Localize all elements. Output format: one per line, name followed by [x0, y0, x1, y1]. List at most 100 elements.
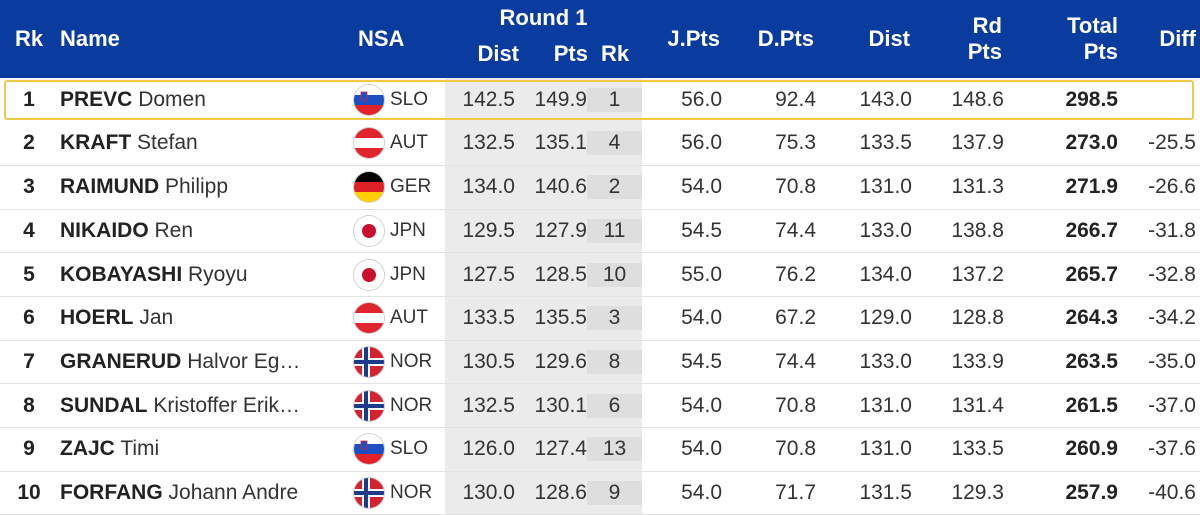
header-round-points[interactable]: Rd Pts: [920, 0, 1012, 78]
athlete-last-name: GRANERUD: [60, 349, 182, 373]
nsa-code: SLO: [390, 438, 429, 460]
round1-dist: 134.0: [462, 175, 515, 199]
athlete-name-cell[interactable]: ZAJC Timi: [58, 427, 354, 472]
header-distance[interactable]: Dist: [824, 0, 920, 78]
athlete-first-name: Domen: [138, 87, 206, 111]
athlete-name-cell[interactable]: FORFANG Johann Andre: [58, 471, 354, 515]
athlete-name-cell[interactable]: PREVC Domen: [58, 78, 354, 122]
table-row-1[interactable]: 1 PREVC Domen SLO 142.5 149.9 1 56.0 92.…: [0, 78, 1200, 122]
table-row-2[interactable]: 2 KRAFT Stefan AUT 132.5 135.1 4 56.0 75…: [0, 121, 1200, 166]
distance-points-cell: 75.3: [730, 121, 824, 166]
round1-cell: 132.5 135.1 4: [445, 121, 642, 166]
round1-dist: 127.5: [462, 262, 515, 286]
rank-cell: 4: [0, 209, 58, 254]
athlete-name-cell[interactable]: HOERL Jan: [58, 296, 354, 341]
round1-pts: 128.5: [534, 262, 587, 286]
slovenia-flag-icon: [354, 84, 384, 115]
table-row-8[interactable]: 8 SUNDAL Kristoffer Erik… NOR 132.5 130.…: [0, 383, 1200, 428]
athlete-name-cell[interactable]: KOBAYASHI Ryoyu: [58, 252, 354, 297]
header-total-line2: Pts: [1083, 39, 1118, 64]
header-nsa[interactable]: NSA: [354, 0, 445, 78]
total-points-cell: 260.9: [1012, 427, 1132, 472]
athlete-name-cell[interactable]: SUNDAL Kristoffer Erik…: [58, 383, 354, 428]
judge-points-cell: 54.5: [642, 340, 730, 385]
header-diff[interactable]: Diff: [1132, 0, 1200, 78]
judge-points-cell: 54.0: [642, 165, 730, 210]
round1-dist: 129.5: [462, 218, 515, 242]
rank-cell: 1: [23, 87, 35, 111]
round1-cell: 134.0 140.6 2: [445, 165, 642, 210]
distance-cell: 133.0: [824, 209, 920, 254]
distance-points-cell: 70.8: [730, 427, 824, 472]
nsa-code: AUT: [390, 307, 428, 329]
athlete-last-name: KOBAYASHI: [60, 262, 183, 286]
athlete-last-name: HOERL: [60, 306, 134, 330]
header-round-dist[interactable]: Dist: [477, 41, 519, 66]
nsa-cell: NOR: [354, 340, 445, 385]
header-round-points-line2: Pts: [967, 39, 1002, 64]
table-row-5[interactable]: 5 KOBAYASHI Ryoyu JPN 127.5 128.5 10 55.…: [0, 252, 1200, 297]
round1-cell: 132.5 130.1 6: [445, 383, 642, 428]
nsa-cell: SLO: [354, 427, 445, 472]
round1-pts: 127.9: [534, 218, 587, 242]
judge-points-cell: 56.0: [681, 87, 722, 111]
round1-cell: 133.5 135.5 3: [445, 296, 642, 341]
round-points-cell: 131.3: [920, 165, 1012, 210]
header-total-points[interactable]: Total Pts: [1012, 0, 1132, 78]
athlete-first-name: Ren: [154, 218, 194, 242]
round1-pts: 135.1: [534, 131, 587, 155]
athlete-last-name: PREVC: [60, 87, 133, 111]
nsa-cell: JPN: [354, 209, 445, 254]
athlete-first-name: Halvor Eg…: [187, 349, 301, 373]
header-judge-points[interactable]: J.Pts: [642, 0, 730, 78]
total-points-cell: 263.5: [1012, 340, 1132, 385]
diff-cell: -26.6: [1132, 165, 1200, 210]
table-row-7[interactable]: 7 GRANERUD Halvor Eg… NOR 130.5 129.6 8 …: [0, 340, 1200, 385]
table-row-4[interactable]: 4 NIKAIDO Ren JPN 129.5 127.9 11 54.5 74…: [0, 209, 1200, 254]
distance-points-cell: 67.2: [730, 296, 824, 341]
rank-cell: 9: [0, 427, 58, 472]
table-row-9[interactable]: 9 ZAJC Timi SLO 126.0 127.4 13 54.0 70.8…: [0, 427, 1200, 472]
round1-pts: 130.1: [534, 393, 587, 417]
diff-cell: -37.6: [1132, 427, 1200, 472]
round1-pts: 135.5: [534, 306, 587, 330]
table-row-10[interactable]: 10 FORFANG Johann Andre NOR 130.0 128.6 …: [0, 471, 1200, 515]
athlete-first-name: Timi: [120, 437, 160, 461]
judge-points-cell: 54.0: [642, 296, 730, 341]
round-points-cell: 129.3: [920, 471, 1012, 515]
table-row-6[interactable]: 6 HOERL Jan AUT 133.5 135.5 3 54.0 67.2 …: [0, 296, 1200, 341]
round1-rank: 13: [587, 437, 642, 462]
header-name[interactable]: Name: [58, 0, 354, 78]
table-row-3[interactable]: 3 RAIMUND Philipp GER 134.0 140.6 2 54.0…: [0, 165, 1200, 210]
round-points-cell: 133.9: [920, 340, 1012, 385]
athlete-name-cell[interactable]: NIKAIDO Ren: [58, 209, 354, 254]
round-points-cell: 148.6: [951, 87, 1004, 111]
nsa-cell: GER: [354, 165, 445, 210]
round-points-cell: 138.8: [920, 209, 1012, 254]
diff-cell: -34.2: [1132, 296, 1200, 341]
nsa-code: JPN: [390, 219, 426, 241]
judge-points-cell: 56.0: [642, 121, 730, 166]
rank-cell: 8: [0, 383, 58, 428]
athlete-name-cell[interactable]: KRAFT Stefan: [58, 121, 354, 166]
header-distance-points[interactable]: D.Pts: [730, 0, 824, 78]
round1-dist: 142.5: [462, 87, 515, 111]
distance-cell: 143.0: [859, 87, 912, 111]
athlete-name-cell[interactable]: RAIMUND Philipp: [58, 165, 354, 210]
header-rank[interactable]: Rk: [0, 0, 58, 78]
total-points-cell: 265.7: [1012, 252, 1132, 297]
round1-rank: 3: [587, 306, 642, 331]
nsa-cell: AUT: [354, 296, 445, 341]
round-points-cell: 133.5: [920, 427, 1012, 472]
nsa-cell: AUT: [354, 121, 445, 166]
distance-points-cell: 76.2: [730, 252, 824, 297]
round-points-cell: 128.8: [920, 296, 1012, 341]
round1-dist: 130.5: [462, 349, 515, 373]
athlete-first-name: Jan: [139, 306, 174, 330]
distance-points-cell: 74.4: [730, 340, 824, 385]
athlete-name-cell[interactable]: GRANERUD Halvor Eg…: [58, 340, 354, 385]
header-round-pts[interactable]: Pts: [553, 41, 588, 66]
total-points-cell: 261.5: [1012, 383, 1132, 428]
header-round-rk[interactable]: Rk: [600, 41, 630, 66]
